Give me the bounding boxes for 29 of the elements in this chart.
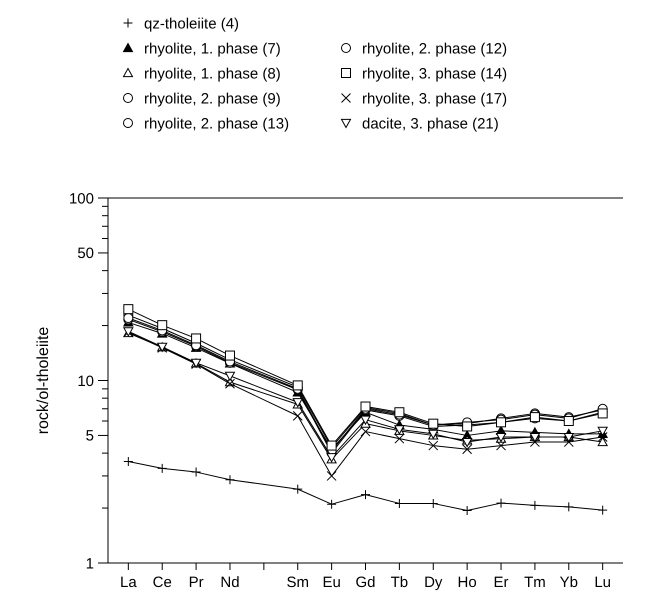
legend-label: rhyolite, 2. phase (12)	[362, 40, 508, 58]
x-tick-label: Ho	[458, 574, 477, 591]
x-tick-label: Gd	[355, 574, 376, 591]
y-tick-label: 50	[77, 245, 94, 262]
x-tick-label: Tm	[524, 574, 546, 591]
x-tick-label: Sm	[286, 574, 309, 591]
x-tick-label: Nd	[220, 574, 240, 591]
y-tick-label: 5	[86, 428, 94, 445]
legend-label: rhyolite, 1. phase (7)	[144, 40, 281, 58]
legend-label: rhyolite, 3. phase (17)	[362, 90, 508, 108]
x-tick-label: Pr	[188, 574, 204, 591]
y-tick-label: 1	[86, 555, 94, 572]
legend-label: rhyolite, 2. phase (9)	[144, 90, 281, 108]
legend-label: qz-tholeiite (4)	[144, 15, 240, 32]
x-tick-label: Ce	[152, 574, 172, 591]
x-tick-label: Tb	[390, 574, 408, 591]
x-tick-label: Lu	[594, 574, 612, 591]
x-tick-label: La	[120, 574, 138, 591]
y-tick-label: 10	[77, 372, 94, 390]
legend-label: rhyolite, 3. phase (14)	[362, 65, 508, 82]
x-tick-label: Dy	[424, 574, 443, 591]
legend-label: rhyolite, 2. phase (13)	[144, 115, 290, 132]
x-tick-label: Yb	[560, 574, 578, 591]
legend-label: dacite, 3. phase (21)	[362, 115, 499, 132]
x-tick-label: Eu	[322, 574, 341, 591]
y-axis-title: rock/ol-tholeiite	[35, 326, 52, 434]
x-tick-label: Er	[494, 574, 509, 591]
legend-label: rhyolite, 1. phase (8)	[144, 65, 281, 82]
y-tick-label: 100	[68, 190, 94, 208]
